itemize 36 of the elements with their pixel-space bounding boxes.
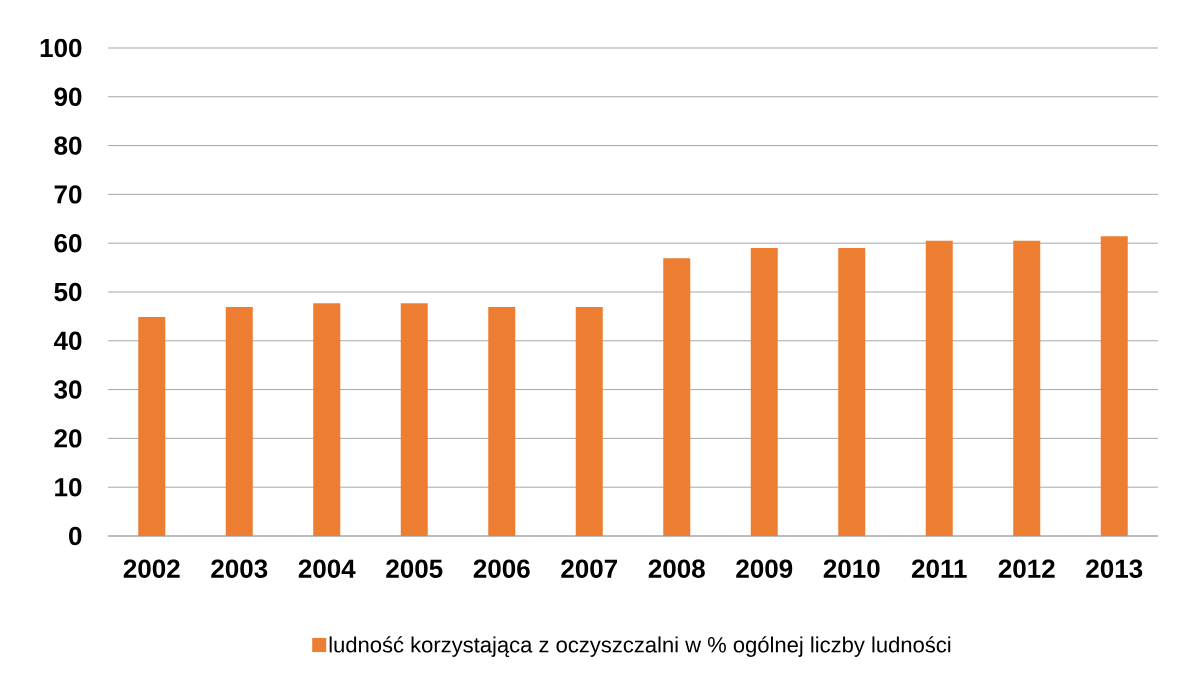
x-tick-label: 2007: [561, 559, 618, 578]
x-tick-label: 2005: [386, 559, 443, 578]
y-tick-label: 90: [54, 87, 82, 106]
bar: [575, 307, 603, 536]
bar: [663, 258, 691, 536]
bar: [925, 240, 953, 536]
bar: [838, 248, 866, 536]
bar: [400, 303, 428, 536]
legend-label: ludność korzystająca z oczyszczalni w % ogólnej liczby ludności: [329, 636, 951, 657]
bar: [138, 316, 166, 536]
x-tick-label: 2010: [823, 559, 880, 578]
x-tick-label: 2002: [123, 559, 180, 578]
y-tick-label: 50: [54, 282, 82, 302]
bar: [225, 307, 253, 536]
bar: [313, 303, 341, 536]
y-tick-label: 70: [54, 185, 82, 204]
y-tick-label: 30: [54, 380, 82, 399]
x-tick-label: 2006: [473, 559, 530, 578]
y-tick-label: 20: [54, 429, 82, 448]
bar: [750, 248, 778, 536]
y-tick-label: 100: [40, 38, 82, 58]
y-tick-label: 40: [53, 331, 82, 350]
x-tick-label: 2012: [998, 559, 1055, 578]
x-tick-label: 2011: [911, 559, 967, 578]
x-tick-label: 2003: [211, 559, 268, 578]
bar: [1013, 240, 1041, 536]
y-tick-label: 0: [69, 526, 82, 546]
x-tick-label: 2009: [736, 559, 793, 578]
x-tick-label: 2013: [1086, 559, 1143, 578]
bar: [488, 307, 516, 536]
y-tick-label: 60: [54, 233, 82, 253]
x-tick-label: 2008: [648, 559, 705, 578]
y-tick-label: 80: [54, 136, 82, 155]
bar: [1100, 236, 1128, 536]
y-tick-label: 10: [55, 477, 82, 497]
x-tick-label: 2004: [298, 559, 356, 578]
